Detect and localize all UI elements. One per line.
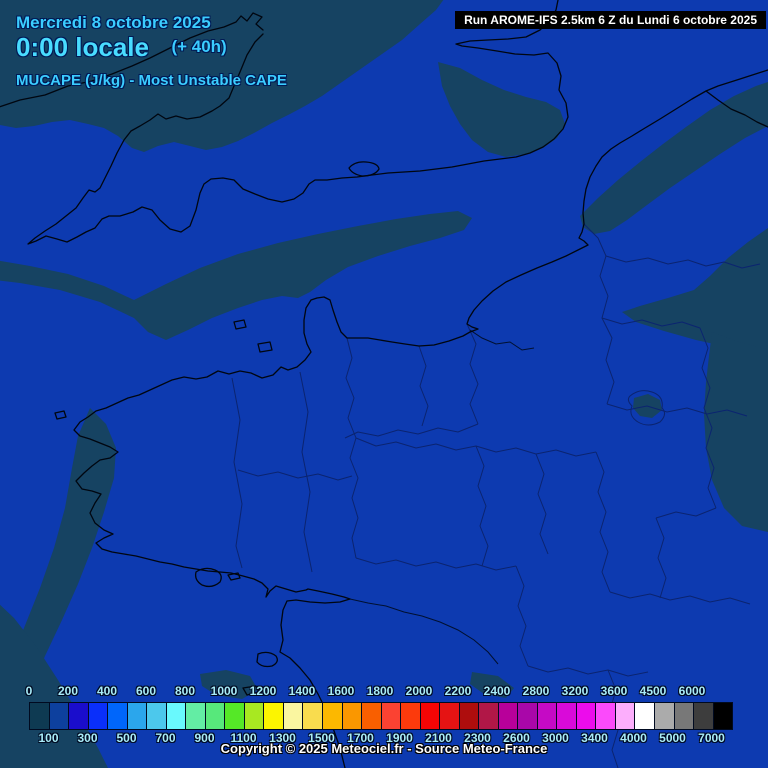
time-row: 0:00 locale (+ 40h) (16, 32, 227, 63)
colorbar-tick-label: 3600 (600, 684, 628, 698)
colorbar-tick-label: 3000 (542, 731, 569, 745)
colorbar-tick-label: 800 (174, 684, 196, 698)
colorbar-tick-label: 7000 (698, 731, 725, 745)
colorbar-cell (440, 703, 460, 729)
colorbar-cell (459, 703, 480, 729)
groix (227, 572, 241, 581)
england-coast (27, 0, 569, 245)
colorbar-tick-label: 0 (25, 684, 33, 698)
department-borders (231, 223, 761, 768)
colorbar-cell (283, 703, 304, 729)
colorbar-tick-label: 1000 (210, 684, 238, 698)
colorbar-tick-label: 2100 (425, 731, 452, 745)
colorbar-cell (401, 703, 421, 729)
colorbar-cell (655, 703, 675, 729)
colorbar-cell (186, 703, 206, 729)
colorbar-cell (322, 703, 343, 729)
colorbar-cell (225, 703, 245, 729)
colorbar-tick-label: 1500 (308, 731, 335, 745)
colorbar-tick-label: 1400 (288, 684, 316, 698)
colorbar-cell (713, 703, 733, 729)
date-label: Mercredi 8 octobre 2025 (16, 13, 211, 32)
colorbar-tick-label: 2300 (464, 731, 491, 745)
colorbar-cell (694, 703, 714, 729)
copyright-line: Copyright © 2025 Meteociel.fr - Source M… (220, 741, 548, 756)
parameter-label: MUCAPE (J/kg) - Most Unstable CAPE (16, 72, 287, 89)
colorbar-labels-bottom: 100 300 500 700 900 1100 1300 1500 1700 1900 2100 2… (29, 731, 731, 745)
colorbar-tick-label: 2800 (522, 684, 550, 698)
colorbar-labels-top: 0 200 400 600 800 1000 1200 1400 1600 1800 2000 220… (25, 684, 731, 698)
local-time-label: 0:00 locale (16, 32, 149, 62)
colorbar-tick-label: 1900 (386, 731, 413, 745)
colorbar-tick-label: 5000 (659, 731, 686, 745)
colorbar-cell (264, 703, 284, 729)
colorbar-cell (108, 703, 128, 729)
colorbar-cell (69, 703, 89, 729)
colorbar-cell (147, 703, 167, 729)
noirmoutier (256, 651, 278, 668)
colorbar-cell (342, 703, 363, 729)
ile-d-yeu (242, 685, 260, 696)
colorbar-cell (205, 703, 226, 729)
colorbar-cell (635, 703, 655, 729)
colorbar-tick-label: 1700 (347, 731, 374, 745)
colorbar-tick-label: 6000 (678, 684, 706, 698)
colorbar-cell (127, 703, 148, 729)
colorbar-tick-label: 900 (194, 731, 215, 745)
colorbar-cell (303, 703, 323, 729)
colorbar-cell (381, 703, 402, 729)
colorbar-cell (615, 703, 636, 729)
colorbar-cell (30, 703, 50, 729)
colorbar-tick-label: 2200 (444, 684, 472, 698)
colorbar-tick-label: 500 (116, 731, 137, 745)
colorbar-cell (244, 703, 265, 729)
colorbar-tick-label: 3400 (581, 731, 608, 745)
wales-coast (0, 12, 264, 108)
colorbar-cell (420, 703, 441, 729)
colorbar-tick-label: 2400 (483, 684, 511, 698)
rivers (349, 329, 535, 665)
belgium-border (705, 90, 768, 128)
jersey (257, 341, 273, 353)
colorbar-cell (49, 703, 70, 729)
colorbar-tick-label: 1600 (327, 684, 355, 698)
colorbar-tick-label: 1200 (249, 684, 277, 698)
colorbar-tick-label: 1800 (366, 684, 394, 698)
colorbar (29, 702, 733, 730)
colorbar-cell (88, 703, 109, 729)
colorbar-tick-label: 4500 (639, 684, 667, 698)
colorbar-cell (674, 703, 695, 729)
colorbar-cell (498, 703, 519, 729)
colorbar-tick-label: 200 (57, 684, 79, 698)
colorbar-tick-label: 400 (96, 684, 118, 698)
colorbar-tick-label: 600 (135, 684, 157, 698)
model-run-info: Run AROME-IFS 2.5km 6 Z du Lundi 6 octob… (455, 11, 766, 29)
colorbar-tick-label: 4000 (620, 731, 647, 745)
colorbar-tick-label: 100 (38, 731, 59, 745)
france-coast (73, 69, 768, 768)
colorbar-cell (576, 703, 597, 729)
forecast-offset-label: (+ 40h) (171, 37, 227, 56)
colorbar-cell (166, 703, 187, 729)
colorbar-cell (362, 703, 382, 729)
colorbar-cell (537, 703, 558, 729)
guernsey (233, 319, 247, 330)
isle-of-wight (348, 161, 380, 177)
colorbar-tick-label: 700 (155, 731, 176, 745)
colorbar-tick-label: 1300 (269, 731, 296, 745)
colorbar-cell (518, 703, 538, 729)
ouessant (54, 410, 67, 420)
colorbar-tick-label: 3200 (561, 684, 589, 698)
colorbar-tick-label: 2600 (503, 731, 530, 745)
colorbar-cell (596, 703, 616, 729)
colorbar-tick-label: 300 (77, 731, 98, 745)
colorbar-cell (557, 703, 577, 729)
colorbar-tick-label: 2000 (405, 684, 433, 698)
belle-ile (194, 567, 222, 588)
colorbar-tick-label: 1100 (230, 731, 257, 745)
colorbar-cell (479, 703, 499, 729)
